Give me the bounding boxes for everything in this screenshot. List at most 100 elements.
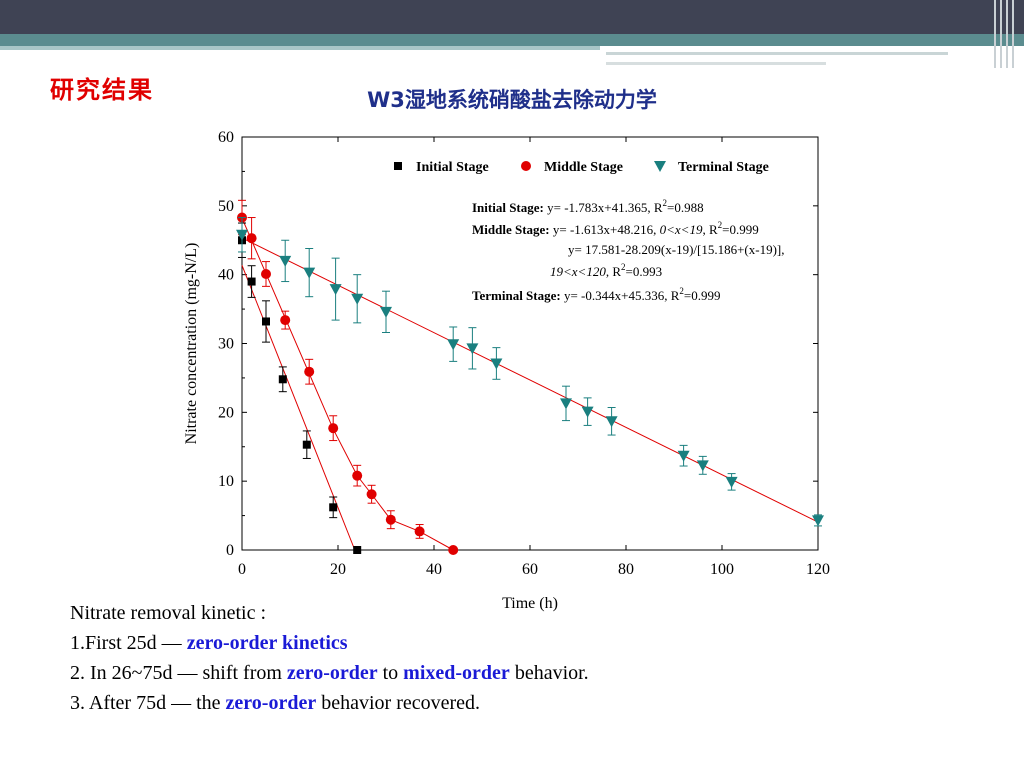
data-point	[605, 416, 618, 428]
equation-text: y= 17.581-28.209(x-19)/[15.186+(x-19)],	[568, 242, 785, 257]
equation-range: 0<x<19	[660, 222, 703, 237]
equation-label: Terminal Stage:	[472, 288, 561, 303]
decor-stripe	[1012, 0, 1014, 68]
nitrate-chart: 0 20 40 60 80 100 120 0 10 20 30 40 50 60 Time (h) Nitr…	[183, 129, 830, 612]
note-highlight: zero-order	[286, 662, 378, 684]
data-point	[246, 233, 257, 244]
data-point	[280, 315, 291, 326]
note-line: 2. In 26~75d — shift from zero-order to …	[70, 658, 589, 688]
data-point	[581, 406, 594, 418]
equation-text: , R	[702, 222, 718, 237]
data-point	[262, 317, 270, 326]
data-point	[351, 293, 364, 305]
decor-stripe	[1000, 0, 1002, 68]
equation-text: y= -1.613x+48.216,	[550, 222, 660, 237]
x-tick-label: 60	[522, 561, 538, 578]
note-text: behavior recovered.	[316, 692, 481, 714]
header-stripe-3	[606, 62, 826, 65]
slide-title: W3湿地系统硝酸盐去除动力学	[367, 88, 657, 112]
data-point	[353, 546, 362, 554]
note-text: 1.First 25d —	[70, 632, 187, 654]
data-point	[328, 423, 339, 434]
data-point	[247, 277, 256, 286]
note-line: 1.First 25d — zero-order kinetics	[70, 628, 589, 658]
note-text: to	[377, 662, 404, 684]
equation-sup: 2	[663, 198, 668, 208]
data-point	[812, 515, 824, 527]
section-label: 研究结果	[50, 76, 154, 104]
header-stripe-2	[606, 52, 948, 55]
header-band	[0, 34, 1024, 46]
equation-text: =0.999	[684, 288, 721, 303]
x-tick-label: 20	[330, 561, 346, 578]
top-bar	[0, 0, 1024, 34]
x-axis-label: Time (h)	[502, 595, 558, 612]
data-point	[236, 229, 248, 241]
equation-text: y= -1.783x+41.365, R	[544, 200, 663, 215]
note-highlight: mixed-order	[403, 662, 510, 684]
data-point	[302, 440, 311, 449]
equation-sup: 2	[718, 220, 723, 230]
y-tick-label: 60	[218, 129, 234, 146]
decor-stripe	[1006, 0, 1008, 68]
y-tick-label: 50	[218, 198, 234, 215]
equation-text: y= -0.344x+45.336, R	[561, 288, 680, 303]
equation-text: =0.993	[626, 264, 663, 279]
data-point	[279, 255, 292, 267]
x-tick-label: 100	[710, 561, 734, 578]
data-point	[329, 503, 338, 512]
note-highlight: zero-order kinetics	[186, 632, 348, 654]
data-point	[466, 343, 479, 355]
note-text: 2. In 26~75d — shift from	[70, 662, 287, 684]
equation-label: Initial Stage:	[472, 200, 544, 215]
equation-line: Initial Stage: y= -1.783x+41.365, R2=0.9…	[472, 198, 704, 215]
fit-lines	[241, 217, 819, 551]
fit-line	[241, 217, 454, 551]
data-point	[329, 284, 342, 296]
y-tick-label: 20	[218, 404, 234, 421]
notes: Nitrate removal kinetic : 1.First 25d — …	[70, 598, 589, 718]
fit-line	[241, 265, 356, 551]
equation-sup: 2	[621, 262, 626, 272]
legend-marker	[654, 161, 666, 172]
note-line: Nitrate removal kinetic :	[70, 602, 267, 624]
x-tick-label: 80	[618, 561, 634, 578]
data-point	[447, 339, 460, 351]
equation-line: Terminal Stage: y= -0.344x+45.336, R2=0.…	[472, 286, 720, 303]
data-point	[490, 358, 503, 370]
legend-label: Terminal Stage	[678, 160, 769, 175]
legend-marker	[521, 161, 531, 171]
equation-text: =0.999	[722, 222, 759, 237]
header-stripe	[0, 46, 600, 50]
equation-sup: 2	[679, 286, 684, 296]
data-point	[352, 470, 363, 481]
note-text: 3. After 75d — the	[70, 692, 226, 714]
note-text: behavior.	[509, 662, 589, 684]
equation-annotations: Initial Stage: y= -1.783x+41.365, R2=0.9…	[472, 198, 785, 303]
data-point	[414, 526, 425, 537]
equation-range: 19<x<120	[550, 264, 606, 279]
legend-label: Middle Stage	[544, 160, 623, 175]
data-point	[278, 375, 287, 384]
data-point	[380, 306, 392, 318]
y-tick-label: 0	[226, 542, 234, 559]
data-point	[677, 450, 690, 462]
y-axis-label: Nitrate concentration (mg-N/L)	[183, 243, 200, 445]
chart-legend: Initial Stage Middle Stage Terminal Stage	[394, 160, 769, 175]
legend-marker	[394, 162, 402, 170]
decor-stripe	[994, 0, 996, 68]
chart-axes: 0 20 40 60 80 100 120 0 10 20 30 40 50 60 Time (h) Nitr…	[183, 129, 830, 612]
data-point	[366, 489, 377, 500]
legend-label: Initial Stage	[416, 160, 489, 175]
data-point	[448, 545, 459, 555]
x-tick-label: 0	[238, 561, 246, 578]
data-point	[385, 514, 396, 525]
equation-text: , R	[606, 264, 622, 279]
equation-text: =0.988	[667, 200, 704, 215]
equation-line: 19<x<120, R2=0.993	[550, 262, 662, 279]
data-point	[696, 460, 709, 472]
equation-label: Middle Stage:	[472, 222, 550, 237]
note-line: 3. After 75d — the zero-order behavior r…	[70, 688, 589, 718]
y-tick-label: 40	[218, 267, 234, 284]
data-point	[725, 476, 738, 488]
